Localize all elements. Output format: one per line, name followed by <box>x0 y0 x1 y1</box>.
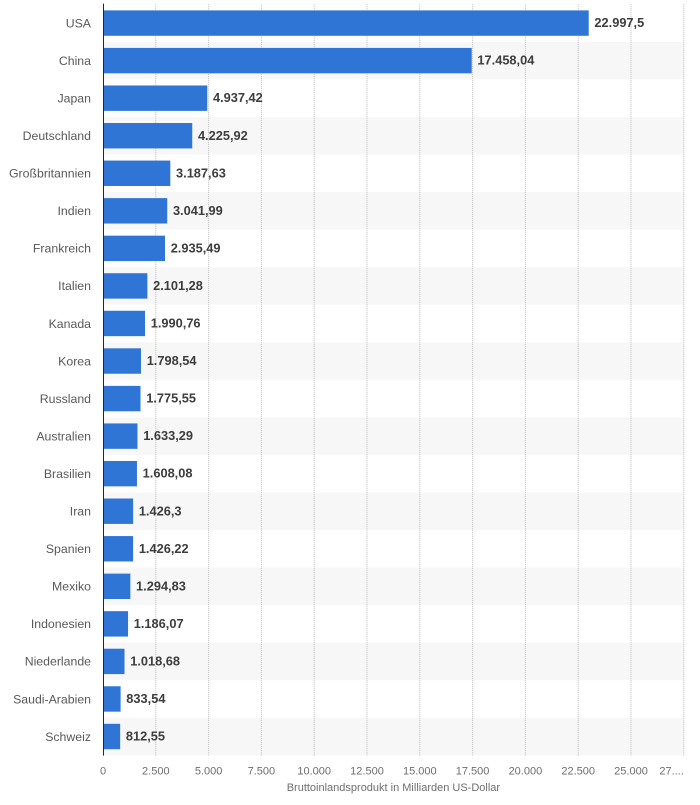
svg-text:1.798,54: 1.798,54 <box>147 353 198 368</box>
svg-text:22.500: 22.500 <box>561 766 595 778</box>
svg-text:USA: USA <box>66 16 92 30</box>
svg-text:Italien: Italien <box>58 279 91 293</box>
svg-text:4.937,42: 4.937,42 <box>213 90 263 105</box>
svg-text:Brasilien: Brasilien <box>44 467 91 481</box>
svg-text:China: China <box>59 54 91 68</box>
svg-text:4.225,92: 4.225,92 <box>198 128 248 143</box>
svg-text:2.500: 2.500 <box>142 766 170 778</box>
svg-text:1.426,22: 1.426,22 <box>139 541 189 556</box>
svg-text:20.000: 20.000 <box>509 766 543 778</box>
svg-text:Indien: Indien <box>57 204 91 218</box>
svg-text:1.608,08: 1.608,08 <box>143 466 193 481</box>
svg-text:Mexiko: Mexiko <box>52 580 91 594</box>
svg-text:Bruttoinlandsprodukt in Millia: Bruttoinlandsprodukt in Milliarden US-Do… <box>287 782 501 794</box>
svg-text:Russland: Russland <box>40 392 91 406</box>
svg-text:0: 0 <box>100 766 106 778</box>
svg-text:1.990,76: 1.990,76 <box>151 316 201 331</box>
svg-text:Japan: Japan <box>57 91 91 105</box>
svg-text:1.294,83: 1.294,83 <box>136 578 186 593</box>
svg-text:3.041,99: 3.041,99 <box>173 203 223 218</box>
svg-text:25.000: 25.000 <box>614 766 648 778</box>
svg-text:2.101,28: 2.101,28 <box>153 278 203 293</box>
svg-text:17.458,04: 17.458,04 <box>477 53 535 68</box>
svg-text:15.000: 15.000 <box>403 766 437 778</box>
svg-text:Kanada: Kanada <box>49 317 92 331</box>
svg-text:Niederlande: Niederlande <box>25 655 91 669</box>
svg-text:Frankreich: Frankreich <box>33 242 91 256</box>
svg-text:22.997,5: 22.997,5 <box>594 15 644 30</box>
svg-text:Iran: Iran <box>70 505 91 519</box>
svg-text:1.186,07: 1.186,07 <box>134 616 184 631</box>
svg-text:2.935,49: 2.935,49 <box>171 240 221 255</box>
svg-text:Großbritannien: Großbritannien <box>9 167 91 181</box>
svg-text:7.500: 7.500 <box>248 766 276 778</box>
svg-text:1.633,29: 1.633,29 <box>143 428 193 443</box>
svg-text:1.426,3: 1.426,3 <box>139 503 182 518</box>
svg-text:Spanien: Spanien <box>46 542 91 556</box>
svg-text:12.500: 12.500 <box>350 766 384 778</box>
svg-text:Korea: Korea <box>58 354 91 368</box>
svg-text:1.775,55: 1.775,55 <box>146 391 196 406</box>
svg-text:27....: 27.... <box>659 766 683 778</box>
svg-text:1.018,68: 1.018,68 <box>130 653 180 668</box>
svg-text:Indonesien: Indonesien <box>31 617 91 631</box>
svg-text:3.187,63: 3.187,63 <box>176 165 226 180</box>
svg-text:812,55: 812,55 <box>126 729 165 744</box>
svg-text:Deutschland: Deutschland <box>23 129 92 143</box>
svg-text:Saudi-Arabien: Saudi-Arabien <box>13 692 91 706</box>
svg-text:5.000: 5.000 <box>195 766 223 778</box>
svg-text:17.500: 17.500 <box>456 766 490 778</box>
svg-text:Schweiz: Schweiz <box>45 730 91 744</box>
svg-text:833,54: 833,54 <box>126 691 166 706</box>
svg-text:10.000: 10.000 <box>297 766 331 778</box>
svg-text:Australien: Australien <box>36 429 91 443</box>
